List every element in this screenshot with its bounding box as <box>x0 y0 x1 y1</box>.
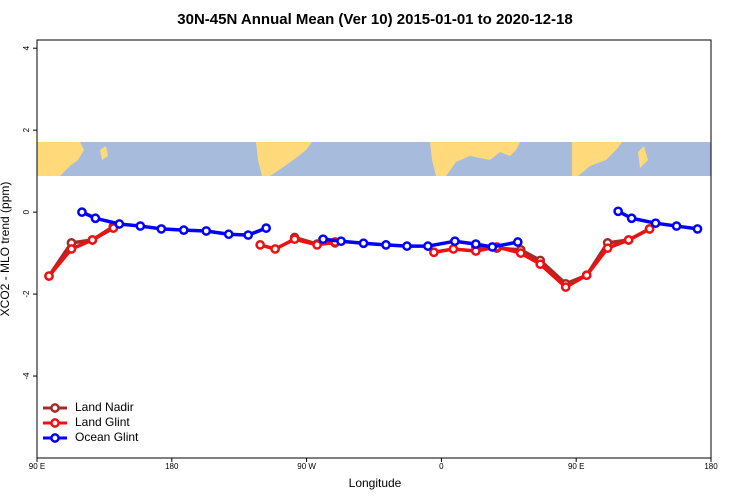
y-tick-label: 4 <box>22 45 31 50</box>
point <box>626 213 637 224</box>
point <box>289 234 300 245</box>
point <box>255 240 266 250</box>
point <box>270 244 280 254</box>
legend-label: Land Nadir <box>75 400 134 414</box>
point <box>381 240 391 250</box>
map-strip <box>37 142 711 176</box>
point <box>613 206 623 217</box>
point <box>402 241 412 251</box>
legend-label: Land Glint <box>75 415 130 429</box>
legend-label: Ocean Glint <box>75 430 139 444</box>
point <box>243 230 254 240</box>
point <box>135 221 146 231</box>
y-axis-label: XCO2 - MLO trend (ppm) <box>0 182 12 317</box>
legend-marker <box>50 418 60 428</box>
point <box>470 239 481 249</box>
y-tick-label: -4 <box>22 372 31 380</box>
x-tick-label: 180 <box>704 462 718 471</box>
point <box>201 226 212 236</box>
point <box>114 219 125 229</box>
y-tick-label: 2 <box>22 127 31 132</box>
point <box>77 207 87 217</box>
legend-marker <box>50 433 60 443</box>
point <box>423 241 433 251</box>
x-tick-label: 90 W <box>297 462 316 471</box>
point <box>512 237 523 247</box>
point <box>336 236 346 247</box>
x-tick-label: 90 E <box>568 462 584 471</box>
x-tick-label: 90 E <box>29 462 45 471</box>
series-line <box>47 224 651 286</box>
plot-frame <box>36 39 712 459</box>
legend-marker <box>50 403 60 413</box>
x-axis-label: Longitude <box>349 476 402 490</box>
x-tick-label: 180 <box>165 462 179 471</box>
point <box>90 213 101 224</box>
point <box>602 243 613 254</box>
point <box>692 224 703 234</box>
point <box>623 235 634 245</box>
point <box>261 223 272 233</box>
point <box>312 240 322 250</box>
point <box>644 224 655 234</box>
point <box>650 218 661 229</box>
point <box>223 229 234 240</box>
x-tick-label: 0 <box>439 462 444 471</box>
point <box>515 248 526 258</box>
chart-title: 30N-45N Annual Mean (Ver 10) 2015-01-01 … <box>177 11 572 28</box>
point <box>560 282 571 292</box>
point <box>87 235 98 245</box>
point <box>535 259 546 270</box>
point <box>178 225 189 235</box>
y-tick-label: 0 <box>22 209 31 214</box>
point <box>487 242 498 252</box>
point <box>44 271 54 281</box>
point <box>66 244 77 254</box>
point <box>448 244 459 254</box>
point <box>450 236 460 247</box>
point <box>581 270 592 281</box>
point <box>429 247 439 258</box>
point <box>358 238 369 249</box>
y-tick-label: -2 <box>22 290 31 298</box>
point <box>671 221 682 231</box>
point <box>318 234 328 245</box>
point <box>156 224 167 234</box>
